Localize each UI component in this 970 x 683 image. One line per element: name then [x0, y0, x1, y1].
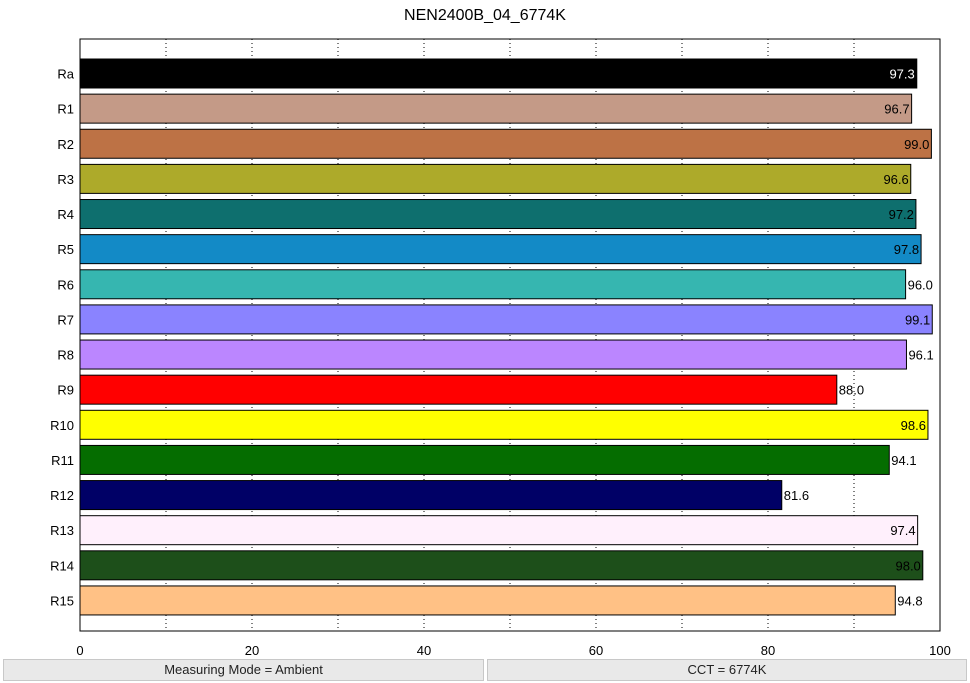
y-tick-label: R8: [57, 348, 74, 363]
data-label: 94.1: [891, 453, 916, 468]
data-label: 97.2: [889, 207, 914, 222]
bar: [79, 585, 896, 616]
y-tick-label: R2: [57, 137, 74, 152]
bar: [79, 444, 890, 475]
y-tick-label: R5: [57, 242, 74, 257]
bar: [79, 304, 933, 335]
x-tick-label: 0: [76, 643, 83, 658]
bar: [79, 339, 907, 370]
cct-status: CCT = 6774K: [487, 659, 967, 681]
x-tick-label: 40: [417, 643, 431, 658]
data-label: 98.0: [895, 558, 920, 573]
x-tick-label: 20: [245, 643, 259, 658]
y-tick-label: R6: [57, 277, 74, 292]
data-label: 96.0: [908, 277, 933, 292]
x-tick-label: 60: [589, 643, 603, 658]
chart-title: NEN2400B_04_6774K: [404, 7, 566, 24]
data-label: 97.4: [890, 523, 915, 538]
data-label: 88.0: [839, 383, 864, 398]
data-label: 96.6: [883, 172, 908, 187]
data-label: 99.1: [905, 312, 930, 327]
y-tick-label: R9: [57, 383, 74, 398]
bar-chart: 0 20 40 60 80 100 Ra 97.3 R1 96.7 R2 99.0 R3 96.6 R4 97…: [50, 38, 951, 658]
data-label: 96.1: [908, 348, 933, 363]
x-tick-label: 100: [929, 643, 951, 658]
bar: [79, 128, 932, 159]
bar: [79, 269, 907, 300]
y-tick-label: Ra: [57, 67, 74, 82]
bar: [79, 550, 924, 581]
y-tick-label: R11: [51, 453, 74, 468]
bar: [79, 480, 783, 511]
data-label: 97.3: [889, 67, 914, 82]
bar: [79, 234, 922, 265]
y-tick-label: R15: [50, 593, 74, 608]
data-label: 94.8: [897, 593, 922, 608]
y-tick-label: R3: [57, 172, 74, 187]
data-label: 97.8: [894, 242, 919, 257]
bar: [79, 58, 918, 89]
y-tick-label: R7: [57, 312, 74, 327]
x-tick-label: 80: [761, 643, 775, 658]
y-tick-label: R1: [57, 102, 74, 117]
y-tick-label: R10: [50, 418, 74, 433]
data-label: 98.6: [901, 418, 926, 433]
bar: [79, 199, 917, 230]
bar: [79, 374, 838, 405]
y-tick-label: R13: [50, 523, 74, 538]
data-label: 96.7: [884, 102, 909, 117]
bar: [79, 515, 919, 546]
data-label: 81.6: [784, 488, 809, 503]
bar: [79, 93, 913, 124]
y-tick-label: R12: [50, 488, 74, 503]
data-label: 99.0: [904, 137, 929, 152]
y-tick-label: R14: [50, 558, 74, 573]
y-tick-label: R4: [57, 207, 74, 222]
measuring-mode-status: Measuring Mode = Ambient: [3, 659, 484, 681]
bar: [79, 409, 929, 440]
bar: [79, 163, 912, 194]
